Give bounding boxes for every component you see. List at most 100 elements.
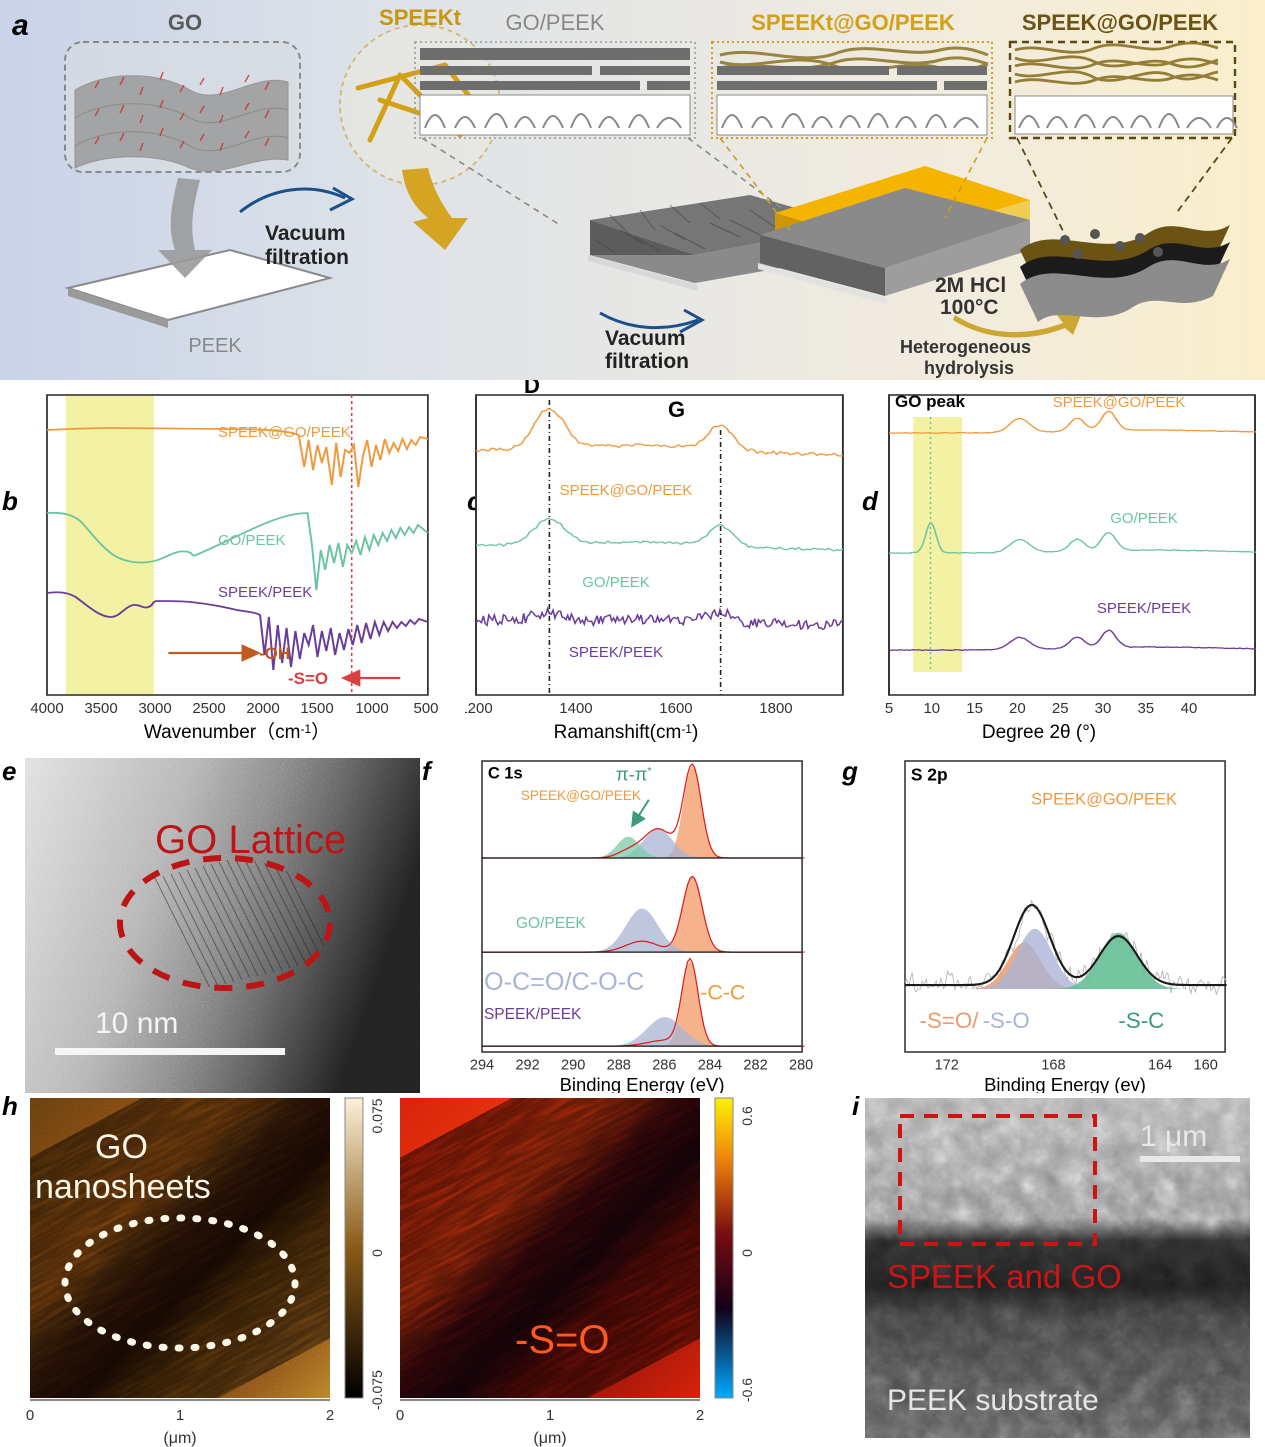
svg-text:-S-O: -S-O [983, 1008, 1030, 1033]
svg-text:292: 292 [515, 1057, 539, 1073]
svg-text:10: 10 [923, 700, 940, 717]
svg-text:filtration: filtration [605, 350, 689, 373]
svg-text:286: 286 [652, 1057, 676, 1073]
svg-text:2M HCl: 2M HCl [935, 274, 1006, 297]
svg-text:PEEK: PEEK [188, 335, 242, 357]
svg-text:10 nm: 10 nm [95, 1007, 178, 1040]
svg-text:i: i [852, 1093, 860, 1121]
svg-text:-S=O/: -S=O/ [920, 1008, 980, 1033]
svg-text:GO/PEEK: GO/PEEK [218, 532, 286, 549]
svg-text:SPEEK@GO/PEEK: SPEEK@GO/PEEK [1031, 791, 1177, 809]
svg-text:30: 30 [1095, 700, 1112, 717]
svg-text:1: 1 [546, 1407, 554, 1424]
svg-text:0.6: 0.6 [739, 1106, 755, 1126]
svg-text:G: G [668, 397, 685, 422]
svg-text:Ramanshift(cm-1): Ramanshift(cm-1) [554, 722, 699, 743]
svg-text:Heterogeneous: Heterogeneous [900, 337, 1031, 357]
svg-text:-0.075: -0.075 [369, 1370, 385, 1410]
svg-text:Binding Energy (eV): Binding Energy (eV) [560, 1074, 725, 1093]
svg-text:-C-C: -C-C [700, 981, 745, 1005]
svg-text:Wavenumber（cm-1）: Wavenumber（cm-1） [144, 721, 330, 743]
svg-text:0: 0 [739, 1249, 755, 1257]
svg-text:e: e [2, 758, 16, 786]
svg-text:5: 5 [885, 700, 893, 717]
svg-text:-S=O: -S=O [288, 669, 328, 688]
svg-text:Degree 2θ (°): Degree 2θ (°) [982, 722, 1096, 743]
svg-text:1600: 1600 [659, 700, 692, 717]
svg-text:-0.6: -0.6 [739, 1378, 755, 1402]
svg-text:SPEEK/PEEK: SPEEK/PEEK [569, 644, 663, 661]
svg-text:SPEEK@GO/PEEK: SPEEK@GO/PEEK [560, 482, 693, 499]
svg-text:GO/PEEK: GO/PEEK [505, 10, 604, 35]
svg-text:100°C: 100°C [940, 296, 999, 319]
svg-text:164: 164 [1148, 1057, 1172, 1073]
svg-text:SPEEK and GO: SPEEK and GO [887, 1258, 1122, 1295]
svg-text:Vacuum: Vacuum [605, 327, 686, 350]
svg-text:Binding Energy (ev): Binding Energy (ev) [984, 1074, 1146, 1093]
svg-text:O-C=O/C-O-C: O-C=O/C-O-C [484, 968, 644, 996]
svg-text:290: 290 [561, 1057, 585, 1073]
svg-text:1200: 1200 [465, 700, 493, 717]
svg-text:a: a [12, 9, 29, 42]
svg-text:160: 160 [1194, 1057, 1218, 1073]
svg-text:25: 25 [1052, 700, 1069, 717]
svg-text:294: 294 [470, 1057, 494, 1073]
svg-text:GO: GO [95, 1128, 148, 1166]
svg-text:filtration: filtration [265, 246, 349, 269]
svg-text:1000: 1000 [355, 700, 388, 717]
svg-text:282: 282 [743, 1057, 767, 1073]
svg-text:SPEEK@GO/PEEK: SPEEK@GO/PEEK [521, 788, 641, 803]
svg-text:0: 0 [369, 1249, 385, 1257]
svg-text:(μm): (μm) [533, 1430, 566, 1447]
svg-text:GO/PEEK: GO/PEEK [516, 915, 586, 932]
svg-text:D: D [524, 380, 540, 398]
svg-text:g: g [841, 758, 858, 786]
svg-text:SPEEK/PEEK: SPEEK/PEEK [1097, 600, 1191, 617]
svg-text:nanosheets: nanosheets [35, 1168, 211, 1206]
svg-text:500: 500 [413, 700, 438, 717]
svg-text:284: 284 [698, 1057, 722, 1073]
svg-text:SPEEKt@GO/PEEK: SPEEKt@GO/PEEK [751, 10, 955, 35]
svg-text:GO/PEEK: GO/PEEK [1110, 510, 1178, 527]
svg-text:0.075: 0.075 [369, 1098, 385, 1133]
svg-text:b: b [2, 486, 18, 516]
svg-text:288: 288 [607, 1057, 631, 1073]
svg-text:-S=O: -S=O [515, 1318, 609, 1362]
svg-text:2500: 2500 [192, 700, 225, 717]
svg-text:1400: 1400 [559, 700, 592, 717]
svg-text:SPEEK@GO/PEEK: SPEEK@GO/PEEK [218, 424, 351, 441]
svg-text:π-π*: π-π* [616, 763, 652, 784]
svg-text:-OH: -OH [259, 644, 290, 663]
svg-text:f: f [422, 758, 433, 786]
svg-text:35: 35 [1137, 700, 1154, 717]
svg-text:GO: GO [168, 10, 202, 35]
svg-text:PEEK substrate: PEEK substrate [887, 1384, 1099, 1417]
svg-text:1: 1 [176, 1407, 184, 1424]
svg-text:2: 2 [326, 1407, 334, 1424]
svg-text:168: 168 [1041, 1057, 1065, 1073]
svg-text:3500: 3500 [84, 700, 117, 717]
svg-text:SPEEK/PEEK: SPEEK/PEEK [218, 584, 312, 601]
svg-text:20: 20 [1009, 700, 1026, 717]
svg-text:2: 2 [696, 1407, 704, 1424]
svg-text:3000: 3000 [138, 700, 171, 717]
svg-text:4000: 4000 [30, 700, 63, 717]
svg-text:GO peak: GO peak [895, 392, 965, 411]
svg-text:172: 172 [935, 1057, 959, 1073]
svg-text:1800: 1800 [759, 700, 792, 717]
svg-text:280: 280 [789, 1057, 813, 1073]
svg-text:40: 40 [1181, 700, 1198, 717]
svg-text:GO/PEEK: GO/PEEK [582, 574, 649, 591]
svg-text:1 μm: 1 μm [1140, 1120, 1207, 1153]
svg-text:GO Lattice: GO Lattice [155, 818, 346, 862]
svg-text:1500: 1500 [300, 700, 333, 717]
svg-text:-S-C: -S-C [1118, 1008, 1164, 1033]
svg-text:SPEEK@GO/PEEK: SPEEK@GO/PEEK [1053, 394, 1186, 411]
svg-text:SPEEK@GO/PEEK: SPEEK@GO/PEEK [1022, 10, 1218, 35]
svg-text:hydrolysis: hydrolysis [924, 358, 1014, 378]
svg-text:C 1s: C 1s [488, 764, 523, 782]
svg-text:(μm): (μm) [163, 1430, 196, 1447]
svg-text:SPEEK/PEEK: SPEEK/PEEK [484, 1006, 582, 1023]
svg-text:0: 0 [396, 1407, 404, 1424]
svg-text:0: 0 [26, 1407, 34, 1424]
